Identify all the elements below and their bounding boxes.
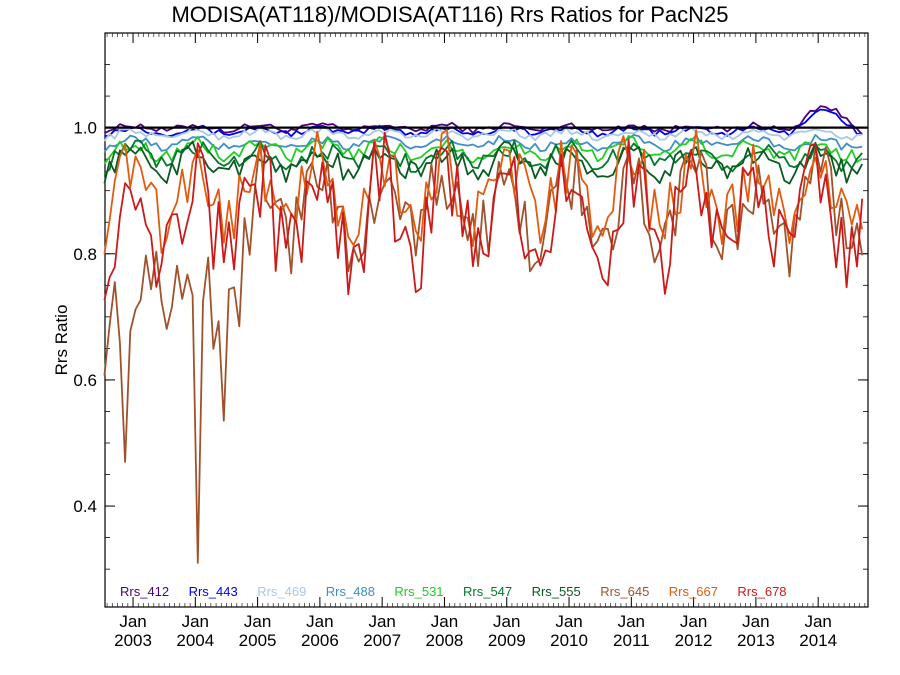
x-tick-label-month: Jan [244, 612, 271, 631]
x-tick-label-month: Jan [182, 612, 209, 631]
x-tick-label-year: 2012 [675, 631, 713, 650]
x-tick-label-year: 2007 [363, 631, 401, 650]
x-tick-label-month: Jan [368, 612, 395, 631]
y-tick-label: 1.0 [73, 119, 97, 138]
y-tick-label: 0.8 [73, 245, 97, 264]
series-line-rrs_488 [103, 133, 863, 153]
x-tick-label-month: Jan [493, 612, 520, 631]
legend-entry-rrs_443: Rrs_443 [189, 584, 238, 599]
legend-entry-rrs_469: Rrs_469 [257, 584, 306, 599]
y-tick-label: 0.6 [73, 371, 97, 390]
legend-entry-rrs_645: Rrs_645 [600, 584, 649, 599]
x-tick-label-year: 2010 [550, 631, 588, 650]
legend-entry-rrs_547: Rrs_547 [463, 584, 512, 599]
x-tick-label-year: 2005 [239, 631, 277, 650]
x-tick-label-year: 2013 [737, 631, 775, 650]
series-line-rrs_555 [103, 140, 863, 185]
legend-entry-rrs_555: Rrs_555 [532, 584, 581, 599]
series-line-rrs_678 [103, 131, 864, 301]
y-tick-label: 0.4 [73, 497, 97, 516]
plot-frame [104, 32, 869, 608]
legend-entry-rrs_667: Rrs_667 [669, 584, 718, 599]
chart-title: MODISA(AT118)/MODISA(AT116) Rrs Ratios f… [171, 2, 729, 27]
x-tick-label-year: 2008 [426, 631, 464, 650]
series-line-rrs_667 [103, 128, 864, 255]
x-tick-label-month: Jan [618, 612, 645, 631]
x-tick-label-month: Jan [742, 612, 769, 631]
legend-entry-rrs_412: Rrs_412 [120, 584, 169, 599]
x-tick-label-month: Jan [431, 612, 458, 631]
legend-entry-rrs_678: Rrs_678 [737, 584, 786, 599]
x-tick-label-year: 2004 [176, 631, 214, 650]
x-tick-label-year: 2009 [488, 631, 526, 650]
x-tick-label-month: Jan [804, 612, 831, 631]
legend-entry-rrs_531: Rrs_531 [394, 584, 443, 599]
x-tick-label-month: Jan [306, 612, 333, 631]
x-tick-label-year: 2011 [613, 631, 650, 650]
series-line-rrs_531 [103, 135, 863, 165]
x-tick-label-year: 2003 [114, 631, 152, 650]
series-line-rrs_469 [103, 126, 863, 142]
x-tick-label-year: 2014 [799, 631, 837, 650]
x-tick-label-year: 2006 [301, 631, 339, 650]
legend-entry-rrs_488: Rrs_488 [326, 584, 375, 599]
x-tick-label-month: Jan [119, 612, 146, 631]
x-tick-label-month: Jan [680, 612, 707, 631]
x-tick-label-month: Jan [555, 612, 582, 631]
series-line-rrs_645 [103, 140, 864, 564]
